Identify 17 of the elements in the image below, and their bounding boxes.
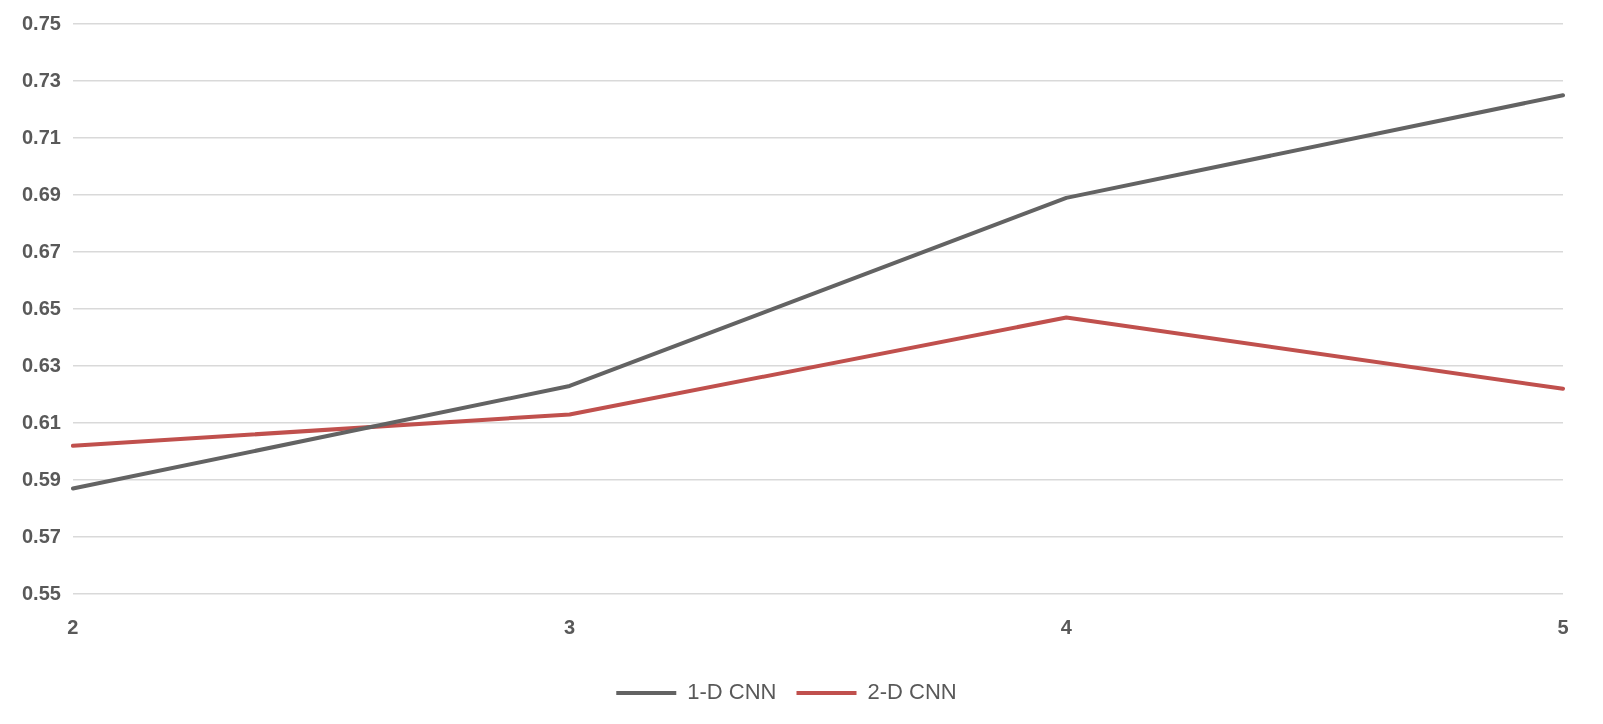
y-tick-label: 0.71	[21, 125, 61, 148]
y-tick-label: 0.59	[21, 467, 61, 490]
x-tick-label: 4	[1060, 615, 1073, 638]
y-tick-label: 0.69	[21, 182, 61, 205]
y-tick-label: 0.57	[21, 524, 61, 547]
legend-label: 2-D CNN	[867, 679, 957, 705]
y-tick-label: 0.55	[21, 581, 61, 604]
x-tick-label: 2	[67, 615, 79, 638]
legend-label: 1-D CNN	[687, 679, 777, 705]
y-tick-label: 0.75	[21, 11, 61, 34]
x-tick-label: 5	[1557, 615, 1569, 638]
y-tick-label: 0.65	[21, 296, 61, 319]
y-tick-label: 0.61	[21, 410, 61, 433]
y-tick-label: 0.73	[21, 68, 61, 91]
y-tick-label: 0.67	[21, 239, 61, 262]
x-tick-label: 3	[564, 615, 576, 638]
y-tick-label: 0.63	[21, 353, 61, 376]
